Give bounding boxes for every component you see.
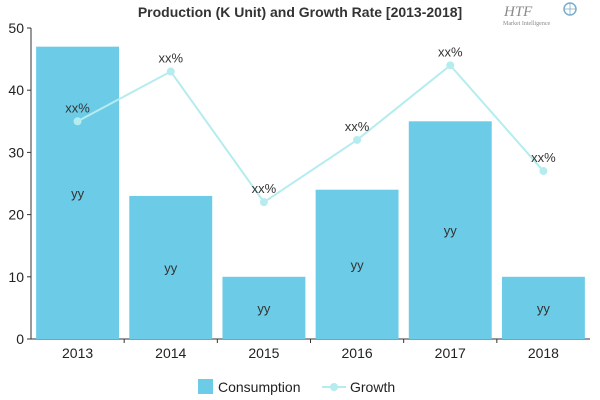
chart-title: Production (K Unit) and Growth Rate [201… (138, 4, 462, 20)
bar-series: yy yy yy yy yy yy (36, 46, 585, 339)
bar (501, 276, 585, 339)
growth-point (259, 198, 268, 207)
y-tick-label: 0 (16, 331, 24, 347)
bar (129, 195, 213, 339)
y-tick-label: 20 (8, 207, 24, 223)
bar-data-label: yy (537, 301, 551, 316)
growth-data-label: xx% (438, 44, 463, 59)
y-tick-label: 30 (8, 144, 24, 160)
bar (36, 46, 120, 339)
growth-data-label: xx% (531, 150, 556, 165)
growth-data-label: xx% (65, 100, 90, 115)
growth-data-label: xx% (345, 119, 370, 134)
logo-subtext: Market Intelligence (503, 21, 550, 27)
growth-data-label: xx% (252, 181, 277, 196)
growth-point (73, 117, 82, 126)
axes: 0 10 20 30 40 50 2013 2014 2015 2016 2017 2018 (8, 20, 590, 361)
bar-data-label: yy (444, 223, 458, 238)
growth-point (446, 61, 455, 70)
x-tick-label: 2018 (528, 345, 559, 361)
bar-data-label: yy (351, 257, 365, 272)
growth-line (77, 63, 545, 204)
legend-consumption-label: Consumption (218, 379, 301, 395)
growth-data-label: xx% (158, 51, 183, 66)
x-tick-label: 2017 (435, 345, 466, 361)
legend: Consumption Growth (198, 379, 395, 395)
bar-data-label: yy (257, 301, 271, 316)
bar-data-label: yy (164, 260, 178, 275)
legend-growth-label: Growth (350, 379, 395, 395)
line-series: xx% xx% xx% xx% xx% xx% (65, 44, 556, 207)
bar (408, 121, 492, 339)
y-tick-label: 50 (8, 20, 24, 36)
htf-logo-icon: HTF Market Intelligence (503, 2, 577, 27)
x-tick-label: 2013 (62, 345, 93, 361)
logo-globe-lines (564, 3, 576, 15)
y-tick-label: 10 (8, 269, 24, 285)
bar (315, 189, 399, 339)
bar-data-label: yy (71, 186, 85, 201)
legend-growth-marker (330, 383, 338, 391)
x-tick-label: 2014 (155, 345, 186, 361)
legend-consumption-swatch (198, 379, 213, 394)
growth-point (539, 167, 548, 176)
growth-point (353, 135, 362, 144)
x-tick-label: 2015 (248, 345, 279, 361)
bar (222, 276, 306, 339)
x-tick-label: 2016 (342, 345, 373, 361)
growth-point (166, 67, 175, 76)
logo-text: HTF (503, 4, 533, 20)
y-tick-label: 40 (8, 82, 24, 98)
